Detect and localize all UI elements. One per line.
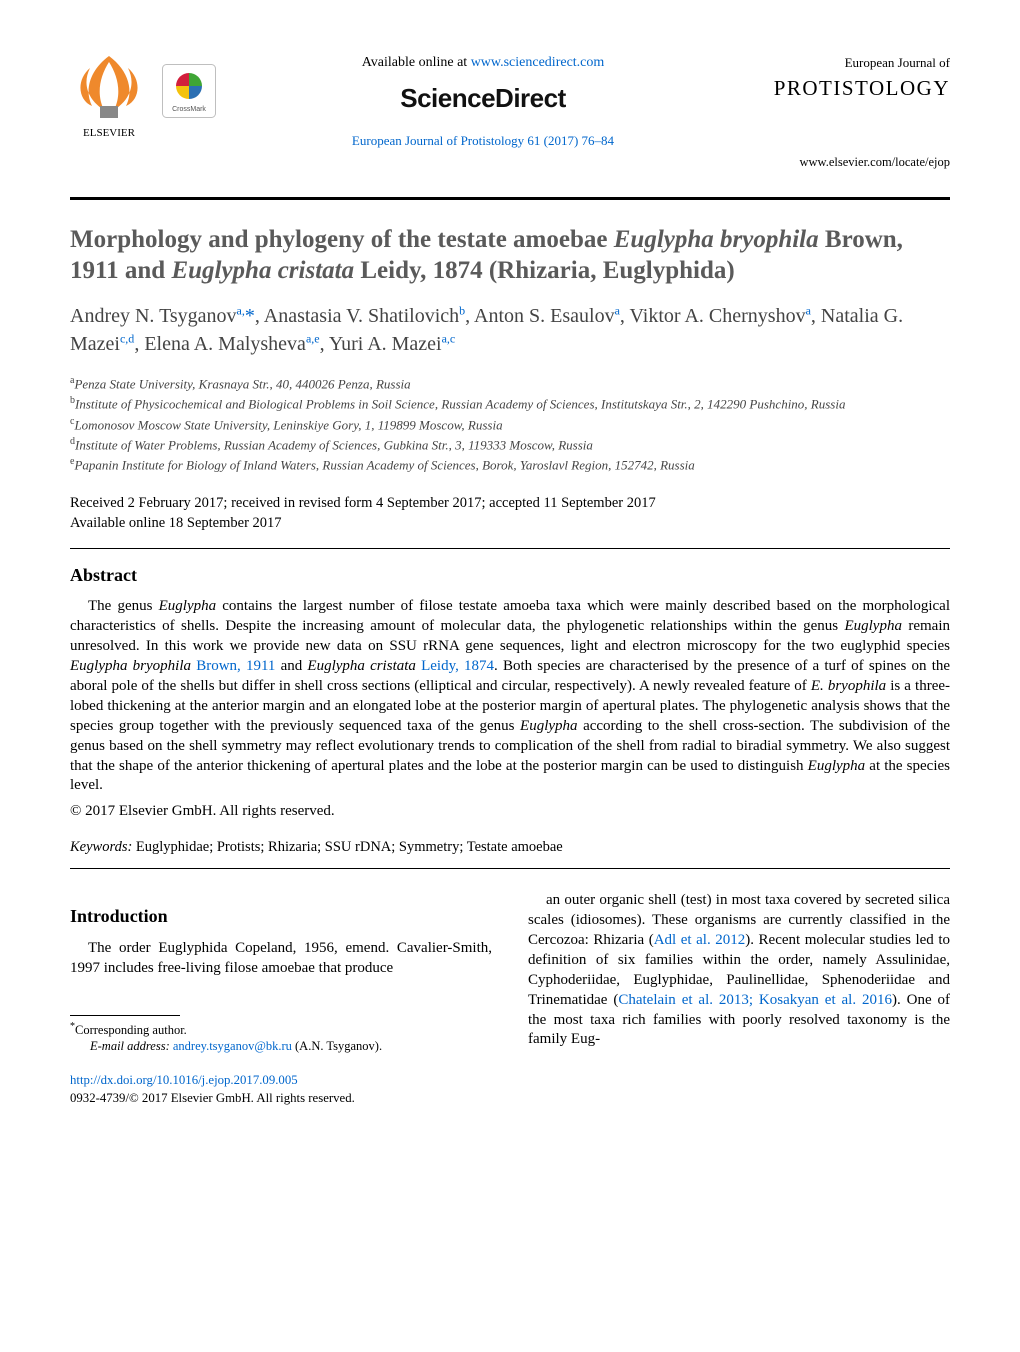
intro-para-left: The order Euglyphida Copeland, 1956, eme… [70,939,492,979]
keywords-label: Keywords: [70,839,132,855]
doi-link[interactable]: http://dx.doi.org/10.1016/j.ejop.2017.09… [70,1073,298,1087]
issn-copyright: 0932-4739/© 2017 Elsevier GmbH. All righ… [70,1090,492,1107]
journal-eyebrow: European Journal of [750,54,950,72]
right-column: an outer organic shell (test) in most ta… [528,891,950,1107]
abstract-bottom-rule [70,868,950,869]
keywords-text: Euglyphidae; Protists; Rhizaria; SSU rDN… [132,839,562,855]
abstract-body: The genus Euglypha contains the largest … [70,597,950,822]
abstract-text: The genus Euglypha contains the largest … [70,597,950,796]
email-suffix: (A.N. Tsyganov). [292,1039,382,1053]
sciencedirect-brand: ScienceDirect [230,81,736,116]
introduction-heading: Introduction [70,905,492,929]
svg-text:CrossMark: CrossMark [172,106,206,113]
journal-reference[interactable]: European Journal of Protistology 61 (201… [230,132,736,150]
header-rule [70,197,950,200]
abstract-top-rule [70,548,950,549]
author-list: Andrey N. Tsyganova,*, Anastasia V. Shat… [70,302,950,358]
header-center: Available online at www.sciencedirect.co… [230,50,736,150]
article-header: ELSEVIER CrossMark Available online at w… [70,50,950,171]
crossmark-icon[interactable]: CrossMark [162,64,216,118]
journal-homepage-url[interactable]: www.elsevier.com/locate/ejop [750,154,950,171]
affiliation: bInstitute of Physicochemical and Biolog… [70,394,950,414]
corresponding-author-note: *Corresponding author. [70,1020,492,1038]
history-online: Available online 18 September 2017 [70,513,950,533]
corresponding-email-link[interactable]: andrey.tsyganov@bk.ru [173,1039,292,1053]
affiliation-list: aPenza State University, Krasnaya Str., … [70,374,950,475]
journal-name: PROTISTOLOGY [750,74,950,102]
header-right: European Journal of PROTISTOLOGY www.els… [750,50,950,171]
footnote-separator [70,1015,180,1016]
history-received: Received 2 February 2017; received in re… [70,493,950,513]
sciencedirect-url[interactable]: www.sciencedirect.com [471,55,605,70]
footnotes: *Corresponding author. E-mail address: a… [70,1020,492,1055]
email-label: E-mail address: [90,1039,170,1053]
affiliation: dInstitute of Water Problems, Russian Ac… [70,435,950,455]
elsevier-wordmark: ELSEVIER [83,127,136,139]
available-online: Available online at www.sciencedirect.co… [230,54,736,73]
left-column: Introduction The order Euglyphida Copela… [70,891,492,1107]
affiliation: aPenza State University, Krasnaya Str., … [70,374,950,394]
intro-para-right: an outer organic shell (test) in most ta… [528,891,950,1051]
article-title: Morphology and phylogeny of the testate … [70,224,950,287]
affiliation: ePapanin Institute for Biology of Inland… [70,455,950,475]
available-online-prefix: Available online at [362,55,471,70]
corresponding-email: E-mail address: andrey.tsyganov@bk.ru (A… [90,1038,492,1054]
elsevier-logo: ELSEVIER [70,50,148,140]
doi-block: http://dx.doi.org/10.1016/j.ejop.2017.09… [70,1072,492,1107]
abstract-copyright: © 2017 Elsevier GmbH. All rights reserve… [70,802,950,822]
keywords: Keywords: Euglyphidae; Protists; Rhizari… [70,838,950,858]
affiliation: cLomonosov Moscow State University, Leni… [70,415,950,435]
article-history: Received 2 February 2017; received in re… [70,493,950,534]
body-columns: Introduction The order Euglyphida Copela… [70,891,950,1107]
abstract-heading: Abstract [70,563,950,587]
